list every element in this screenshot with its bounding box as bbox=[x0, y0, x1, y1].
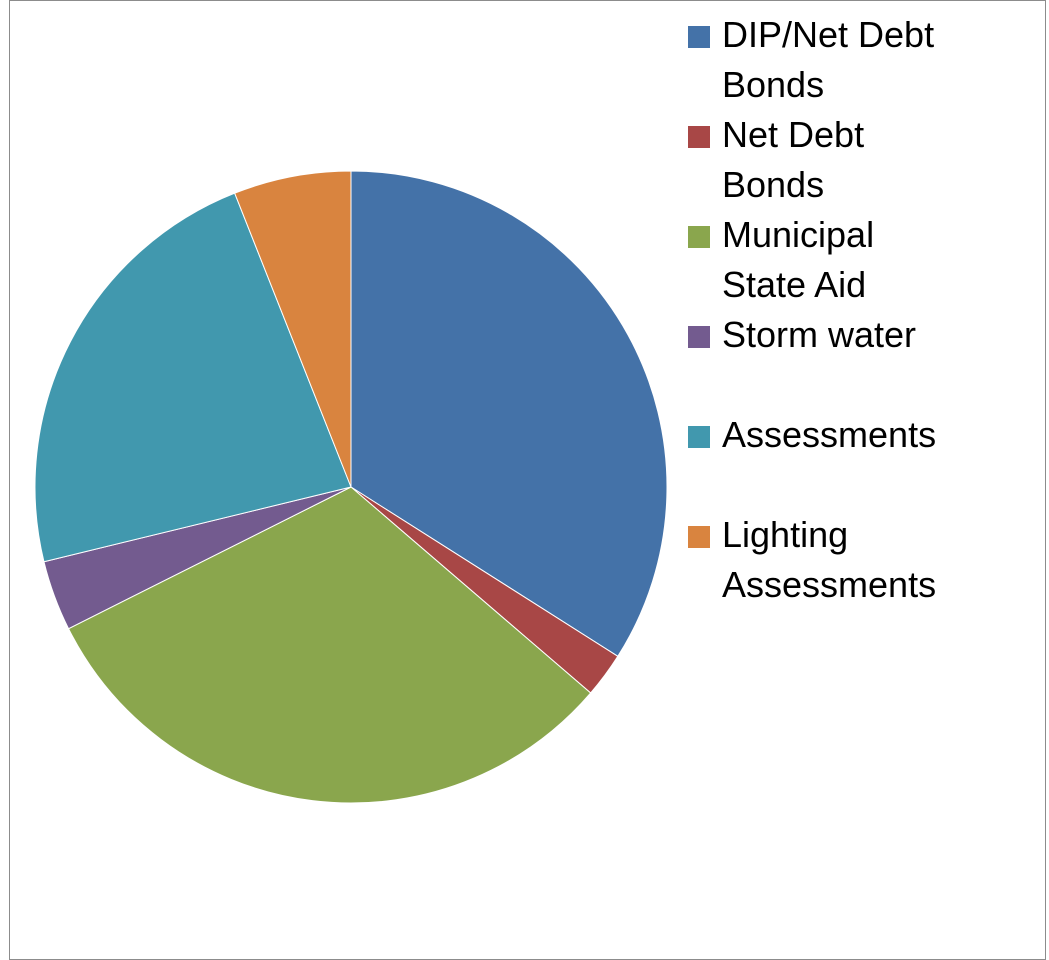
pie-slice-dip-net-debt-bonds bbox=[350, 170, 668, 658]
legend-swatch-net-debt-bonds bbox=[688, 126, 710, 148]
pie-slice-lighting-assessments bbox=[234, 170, 352, 488]
legend-item-dip-net-debt-bonds: DIP/Net Debt Bonds bbox=[688, 10, 988, 110]
legend-item-storm-water: Storm water bbox=[688, 310, 988, 410]
legend: DIP/Net Debt Bonds Net Debt Bonds Munici… bbox=[688, 10, 988, 610]
legend-label: Assessments bbox=[722, 414, 937, 455]
legend-swatch-municipal-state-aid bbox=[688, 226, 710, 248]
legend-swatch-lighting-assessments bbox=[688, 526, 710, 548]
pie-slice-assessments bbox=[34, 192, 352, 563]
legend-swatch-assessments bbox=[688, 426, 710, 448]
pie-slice-municipal-state-aid bbox=[67, 486, 592, 804]
legend-label: Storm water bbox=[722, 314, 917, 355]
legend-item-lighting-assessments: Lighting Assessments bbox=[688, 510, 988, 610]
pie-slices bbox=[34, 170, 668, 804]
legend-item-assessments: Assessments bbox=[688, 410, 988, 510]
legend-item-net-debt-bonds: Net Debt Bonds bbox=[688, 110, 988, 210]
legend-swatch-dip-net-debt-bonds bbox=[688, 26, 710, 48]
legend-swatch-storm-water bbox=[688, 326, 710, 348]
legend-item-municipal-state-aid: Municipal State Aid bbox=[688, 210, 988, 310]
legend-label: Municipal State Aid bbox=[722, 214, 875, 305]
legend-label: DIP/Net Debt Bonds bbox=[722, 14, 935, 105]
legend-label: Lighting Assessments bbox=[722, 514, 937, 605]
legend-label: Net Debt Bonds bbox=[722, 114, 865, 205]
